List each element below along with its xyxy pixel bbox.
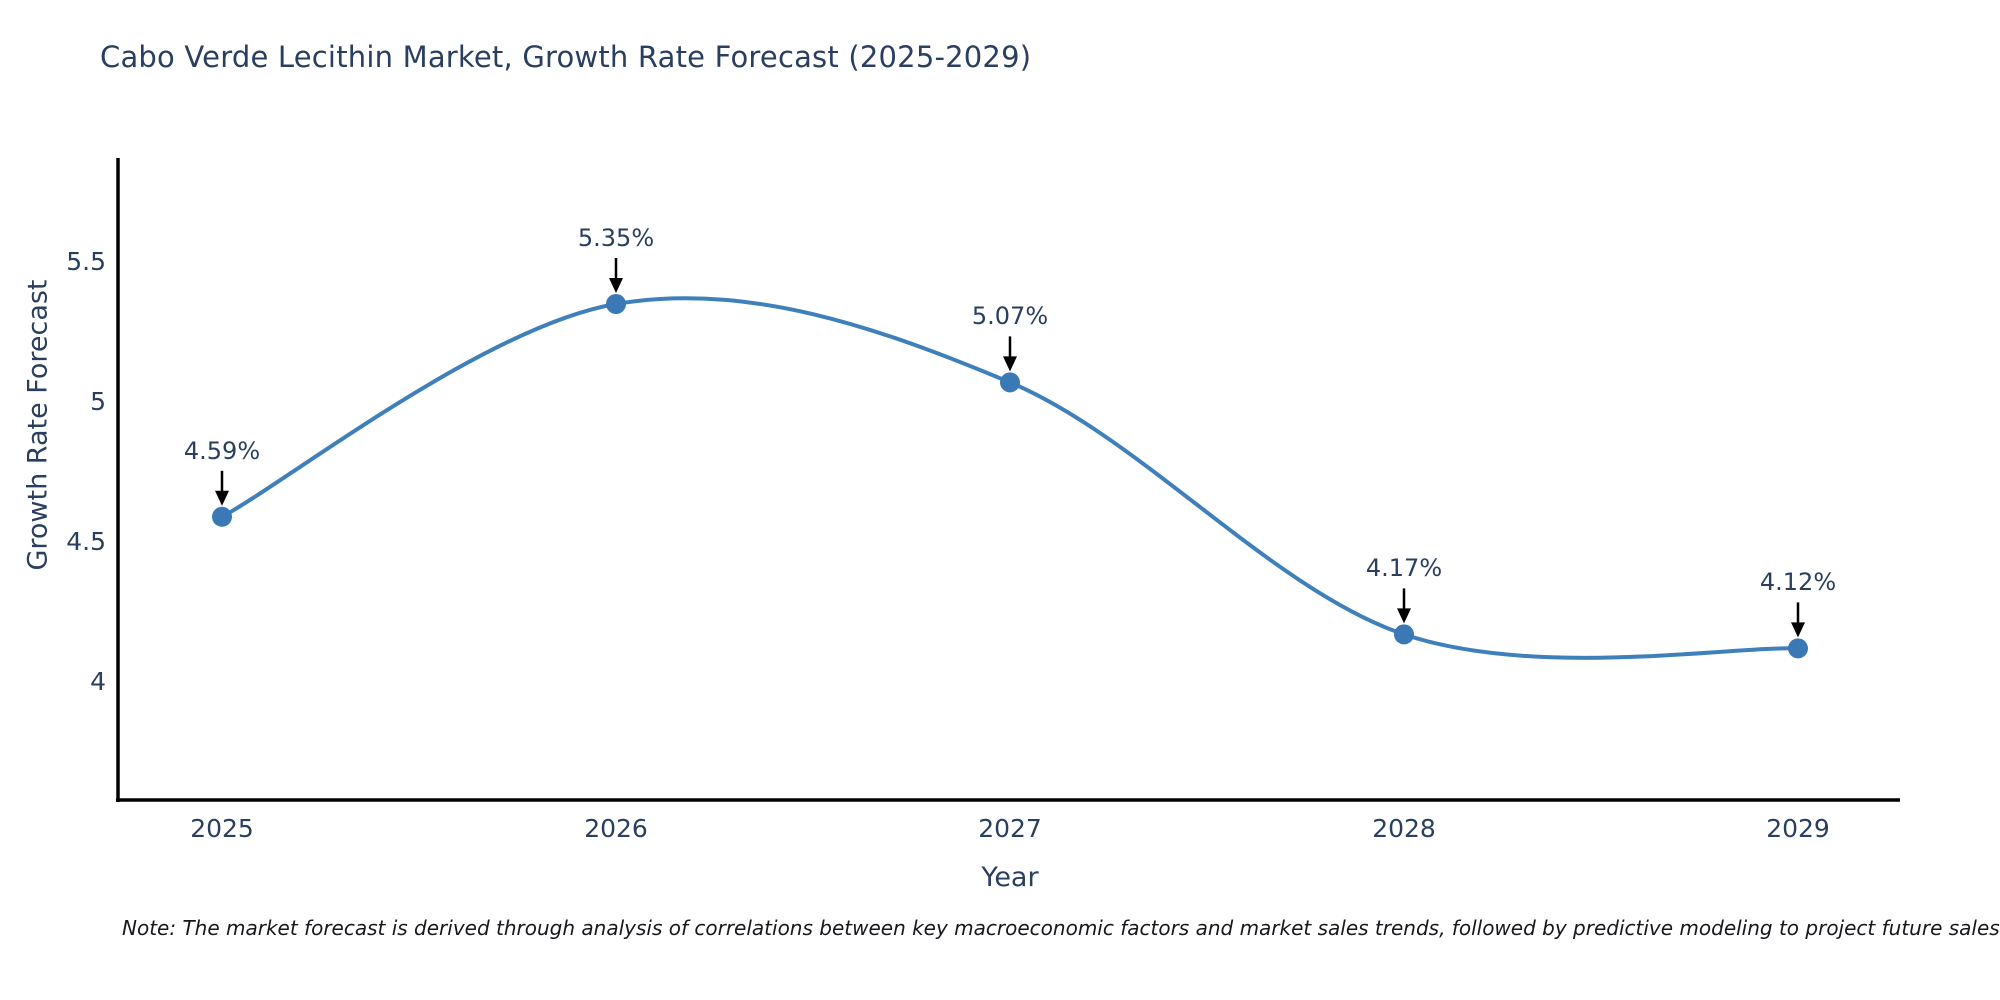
y-axis-title: Growth Rate Forecast bbox=[22, 279, 54, 571]
footnote: Note: The market forecast is derived thr… bbox=[122, 916, 2000, 940]
x-tick-label-2027: 2027 bbox=[978, 814, 1042, 843]
data-point-2025 bbox=[212, 506, 232, 527]
annotation-arrowhead-2027 bbox=[1003, 356, 1017, 372]
data-point-2027 bbox=[1000, 372, 1020, 393]
data-point-2026 bbox=[606, 294, 626, 314]
annotation-arrowhead-2029 bbox=[1791, 622, 1805, 638]
annotation-label-2025: 4.59% bbox=[183, 436, 261, 465]
x-tick-label-2029: 2029 bbox=[1766, 814, 1830, 843]
data-point-2028 bbox=[1394, 624, 1414, 645]
annotation-label-2027: 5.07% bbox=[971, 302, 1049, 331]
annotation-arrowhead-2026 bbox=[609, 278, 623, 293]
y-tick-label-4: 4 bbox=[90, 667, 106, 696]
x-tick-label-2025: 2025 bbox=[190, 814, 254, 843]
y-tick-label-4.5: 4.5 bbox=[66, 527, 106, 556]
chart-title: Cabo Verde Lecithin Market, Growth Rate … bbox=[100, 40, 1032, 74]
annotation-label-2026: 5.35% bbox=[577, 224, 655, 252]
y-tick-label-5.5: 5.5 bbox=[66, 247, 106, 276]
annotation-label-2028: 4.17% bbox=[1365, 554, 1443, 583]
x-tick-label-2028: 2028 bbox=[1372, 814, 1436, 843]
y-tick-label-5: 5 bbox=[90, 387, 106, 416]
annotation-arrowhead-2025 bbox=[215, 490, 229, 506]
annotation-arrowhead-2028 bbox=[1397, 608, 1411, 624]
x-axis-title: Year bbox=[981, 862, 1039, 893]
data-point-2029 bbox=[1788, 638, 1808, 659]
annotation-label-2029: 4.12% bbox=[1759, 568, 1837, 597]
x-tick-label-2026: 2026 bbox=[584, 814, 648, 843]
